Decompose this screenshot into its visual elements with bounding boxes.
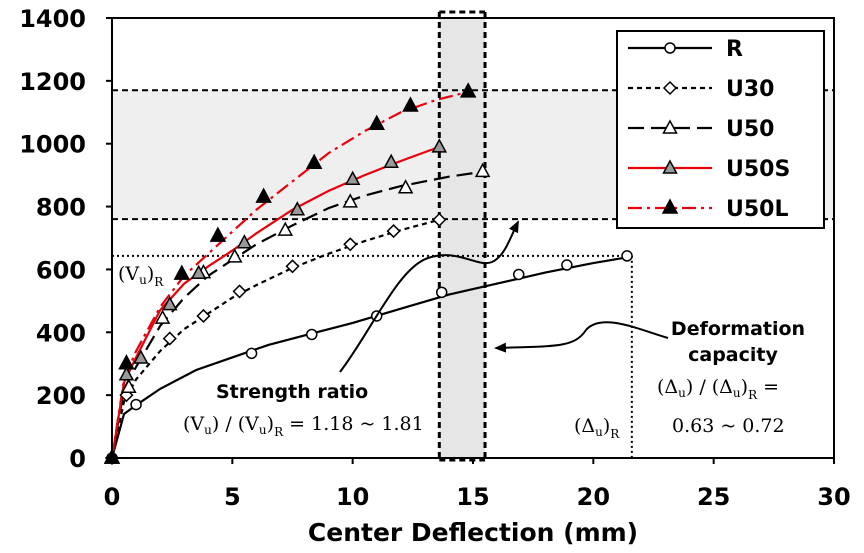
point-u50-1 (121, 378, 137, 394)
point-u50l-2 (173, 264, 191, 280)
y-tick-label-600: 600 (36, 256, 86, 284)
y-tick-label-400: 400 (36, 319, 86, 347)
strength-arrow (339, 220, 519, 373)
legend-marker-u30 (662, 80, 678, 96)
legend-label-u50l: U50L (726, 197, 789, 222)
vu-r-label: (Vu)R (118, 263, 164, 289)
point-u50l-5 (305, 153, 323, 169)
point-r-1 (130, 398, 142, 411)
point-u50l-3 (209, 226, 227, 242)
point-r-7 (561, 259, 573, 271)
legend: R U30 U50 U50S U50L (616, 30, 825, 229)
point-r-2 (245, 347, 258, 360)
x-tick-label-15: 15 (456, 483, 489, 511)
point-u30-5 (285, 259, 300, 274)
point-u50s-1 (118, 366, 135, 381)
point-u50l-8 (459, 82, 477, 98)
delta-r-label: (Δu)R (574, 415, 620, 441)
point-u50s-4 (190, 264, 207, 279)
marker-layer (103, 82, 633, 466)
series-line-r (112, 255, 630, 458)
strength-ratio-formula: (Vu) / (Vu)R = 1.18 ~ 1.81 (183, 413, 424, 439)
strength-ratio-title: Strength ratio (216, 381, 368, 403)
reference-lines (112, 10, 834, 462)
x-tick-label-30: 30 (817, 483, 850, 511)
legend-marker-r (664, 42, 676, 54)
point-u50s-8 (383, 153, 399, 169)
point-u50s-6 (289, 201, 306, 216)
annotations: (Vu)R Strength ratio (Vu) / (Vu)R = 1.18… (118, 220, 805, 441)
legend-marker-u50s (662, 159, 678, 174)
deflection-shaded-strip (439, 18, 486, 458)
x-tick-label-5: 5 (224, 483, 241, 511)
deformation-formula: (Δu) / (Δu)R = (657, 376, 779, 402)
point-u50s-7 (344, 170, 361, 185)
point-u50l-6 (368, 114, 385, 130)
y-tick-label-1000: 1000 (19, 131, 86, 159)
point-u50l-1 (118, 354, 135, 370)
point-r-6 (512, 268, 525, 281)
x-tick-label-20: 20 (577, 483, 610, 511)
point-u50l-4 (255, 187, 272, 203)
deformation-title-line2: capacity (688, 344, 778, 366)
point-u30-2 (162, 331, 177, 346)
deformation-title-line1: Deformation (671, 318, 805, 340)
point-u30-4 (232, 284, 247, 299)
point-u50s-9 (431, 138, 448, 153)
y-tick-label-1200: 1200 (19, 68, 86, 96)
axis-ticks: 0 5 10 15 20 25 30 0 200 400 600 800 1000 1200 1400 (19, 5, 851, 511)
point-u50-4 (226, 248, 243, 263)
point-u50l-7 (402, 96, 419, 112)
point-u50-2 (154, 309, 171, 324)
y-tick-label-800: 800 (36, 194, 86, 222)
point-u30-3 (196, 308, 211, 324)
x-tick-label-25: 25 (697, 483, 730, 511)
point-u50-5 (277, 221, 294, 236)
y-tick-label-0: 0 (69, 445, 86, 473)
legend-label-u30: U30 (726, 77, 774, 102)
legend-marker-u50l (661, 198, 679, 214)
legend-marker-u50 (662, 119, 678, 134)
series-line-u30 (112, 218, 440, 458)
point-u50s-3 (162, 296, 178, 311)
point-u50-7 (397, 179, 414, 194)
point-u50-6 (342, 193, 359, 208)
series-line-u50l (112, 90, 469, 458)
point-r-3 (306, 328, 318, 341)
deformation-arrow (494, 321, 669, 353)
point-u50s-2 (133, 349, 149, 364)
point-u50s-5 (236, 234, 253, 249)
point-u30-6 (343, 237, 358, 252)
deformation-formula-range: 0.63 ~ 0.72 (672, 415, 785, 437)
point-r-5 (435, 286, 448, 299)
point-u30-8 (432, 212, 447, 227)
point-u30-7 (386, 224, 401, 239)
series-line-u50s (112, 145, 440, 458)
point-r-8 (621, 250, 633, 262)
legend-box (616, 30, 825, 229)
legend-label-r: R (726, 37, 743, 62)
x-tick-label-0: 0 (104, 483, 121, 511)
legend-label-u50: U50 (726, 117, 774, 142)
x-axis-title: Center Deflection (mm) (308, 518, 638, 547)
y-tick-label-200: 200 (36, 382, 86, 410)
legend-label-u50s: U50S (726, 157, 790, 182)
point-u50-8 (474, 162, 491, 178)
x-tick-label-10: 10 (336, 483, 369, 511)
y-tick-label-1400: 1400 (19, 5, 86, 33)
